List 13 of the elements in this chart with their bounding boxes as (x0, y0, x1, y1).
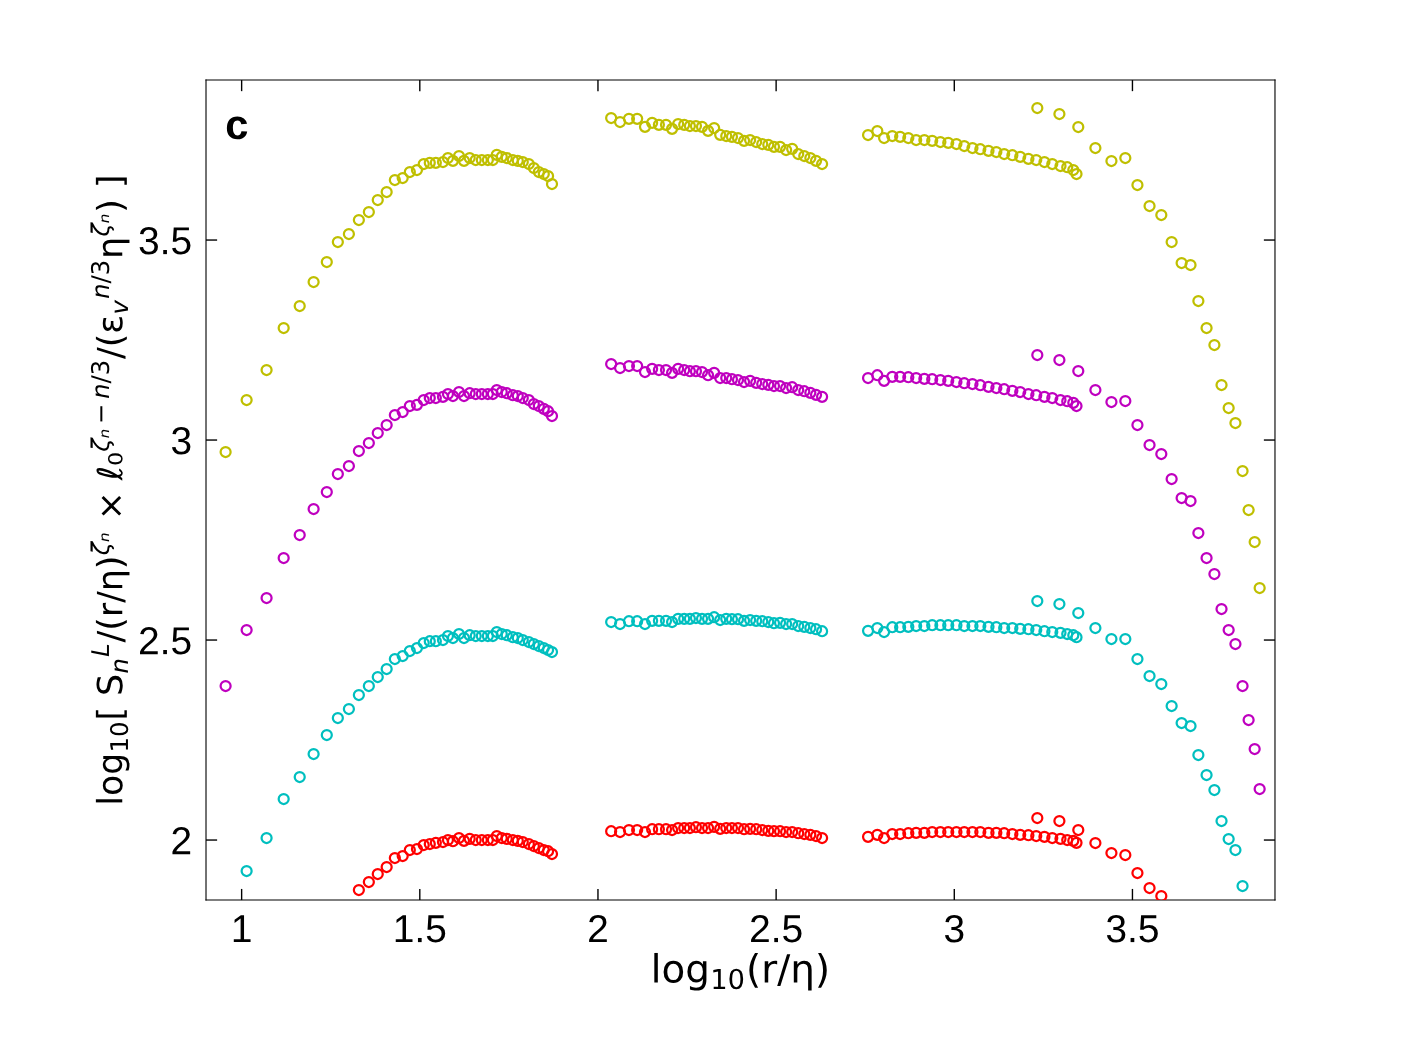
text: log$_{10}$[ S$_{n}$$^{L}$/(r/η)$^{ζₙ}$ × ℓ₀$^{ζₙ−n/3}$/(ε$_{v}$$^{n/3}$η$^{ζₙ}$) ] (90, 177, 130, 803)
x-tick-label: 1.5 (395, 915, 446, 943)
y-tick-label: 2 (172, 826, 191, 855)
y-tick-label: 3 (171, 426, 191, 455)
x-axis-title: log$_{10}$(r/η) (654, 952, 827, 991)
x-tick-label: 2.5 (751, 914, 802, 943)
x-tick-label: 3.5 (1106, 914, 1158, 943)
x-tick-label: 2 (589, 914, 607, 943)
y-tick-label: 2.5 (140, 626, 191, 655)
y-tick-label: 3.5 (139, 226, 191, 255)
annotation: c (226, 116, 248, 140)
x-tick-label: 3 (944, 914, 964, 943)
x-tick-label: 1 (233, 915, 251, 943)
